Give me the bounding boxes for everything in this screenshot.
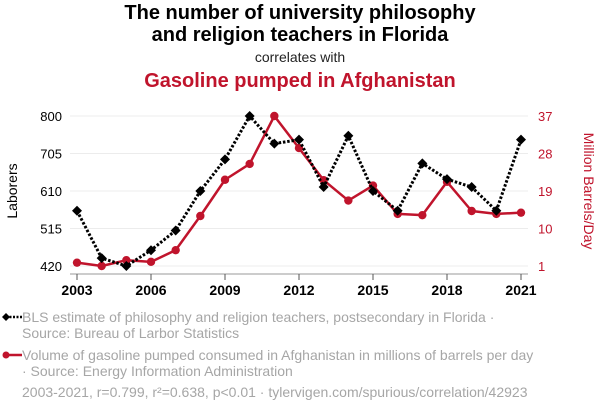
- correlates-with-label: correlates with: [254, 49, 346, 65]
- teachers-point: [343, 130, 354, 141]
- black-diamond-legend-icon: [2, 313, 22, 321]
- teachers-point: [72, 205, 82, 216]
- teachers-point: [318, 182, 329, 193]
- x-tick-label: 2021: [505, 282, 536, 298]
- footer-stats: 2003-2021, r=0.799, r²=0.638, p<0.01 · t…: [22, 384, 528, 400]
- y-left-tick-label: 420: [40, 259, 62, 274]
- gasoline-point: [245, 159, 254, 169]
- teachers-point: [269, 138, 280, 149]
- teachers-point: [516, 134, 526, 145]
- legend-gasoline-line2: · Source: Energy Information Administrat…: [22, 363, 293, 379]
- red-circle-legend-icon: [2, 351, 22, 359]
- y-right-tick-label: 10: [538, 222, 552, 237]
- x-tick-label: 2009: [209, 282, 240, 298]
- gasoline-point: [122, 255, 131, 265]
- y-right-tick-label: 1: [538, 259, 545, 274]
- y-right-tick-label: 19: [538, 184, 552, 199]
- series-teachers: [72, 111, 526, 271]
- gasoline-point: [220, 175, 230, 184]
- teachers-point: [220, 154, 230, 165]
- teachers-point: [195, 186, 206, 196]
- y-right-tick-label: 28: [538, 147, 552, 162]
- gasoline-point: [270, 111, 279, 121]
- legend-gasoline-line1: Volume of gasoline pumped consumed in Af…: [22, 347, 534, 363]
- y-axis-label-left: Laborers: [4, 163, 20, 218]
- legend-teachers-line2: Source: Bureau of Larbor Statistics: [22, 325, 240, 341]
- y-left-tick-label: 705: [40, 147, 62, 162]
- teachers-point: [294, 134, 304, 145]
- gasoline-point: [368, 181, 378, 190]
- gasoline-point: [146, 257, 156, 267]
- x-tick-label: 2015: [357, 282, 388, 298]
- legend-teachers-line1: BLS estimate of philosophy and religion …: [22, 309, 495, 325]
- gasoline-point: [171, 245, 180, 255]
- x-tick-label: 2003: [61, 282, 92, 298]
- axes: 420 515 610 705 800 1 10 19 28 37 2003 2006 2009 2012…: [40, 109, 552, 298]
- y-left-tick-label: 515: [40, 222, 62, 237]
- teachers-point: [170, 225, 181, 236]
- gasoline-point: [344, 196, 353, 205]
- y-left-tick-label: 610: [40, 184, 62, 199]
- gridlines: [70, 115, 528, 267]
- y-left-tick-label: 800: [40, 109, 62, 124]
- teachers-point: [96, 253, 107, 264]
- chart-title-secondary: Gasoline pumped in Afghanistan: [144, 70, 456, 92]
- chart-title-line2: and religion teachers in Florida: [151, 24, 449, 46]
- chart-title-line1: The number of university philosophy: [124, 2, 476, 24]
- y-axis-label-right: Million Barrels/Day: [581, 133, 597, 250]
- gasoline-point: [196, 211, 205, 221]
- x-tick-label: 2006: [135, 282, 166, 298]
- teachers-point: [442, 174, 452, 185]
- teachers-point: [368, 186, 378, 196]
- gasoline-point: [516, 208, 526, 217]
- x-tick-label: 2012: [283, 282, 314, 298]
- teachers-point: [466, 182, 477, 193]
- gasoline-point: [72, 258, 82, 267]
- gasoline-point: [418, 210, 427, 220]
- x-tick-label: 2018: [431, 282, 462, 298]
- teachers-point: [121, 261, 132, 271]
- gasoline-point: [97, 261, 106, 271]
- legend-item-teachers: BLS estimate of philosophy and religion …: [2, 309, 592, 341]
- teachers-point: [392, 205, 403, 216]
- legend-item-gasoline: Volume of gasoline pumped consumed in Af…: [2, 347, 592, 379]
- teachers-point: [244, 111, 255, 121]
- y-right-tick-label: 37: [538, 109, 552, 124]
- gasoline-point: [467, 206, 476, 216]
- teachers-point: [491, 205, 502, 216]
- teachers-point: [146, 245, 156, 256]
- teachers-point: [417, 158, 428, 169]
